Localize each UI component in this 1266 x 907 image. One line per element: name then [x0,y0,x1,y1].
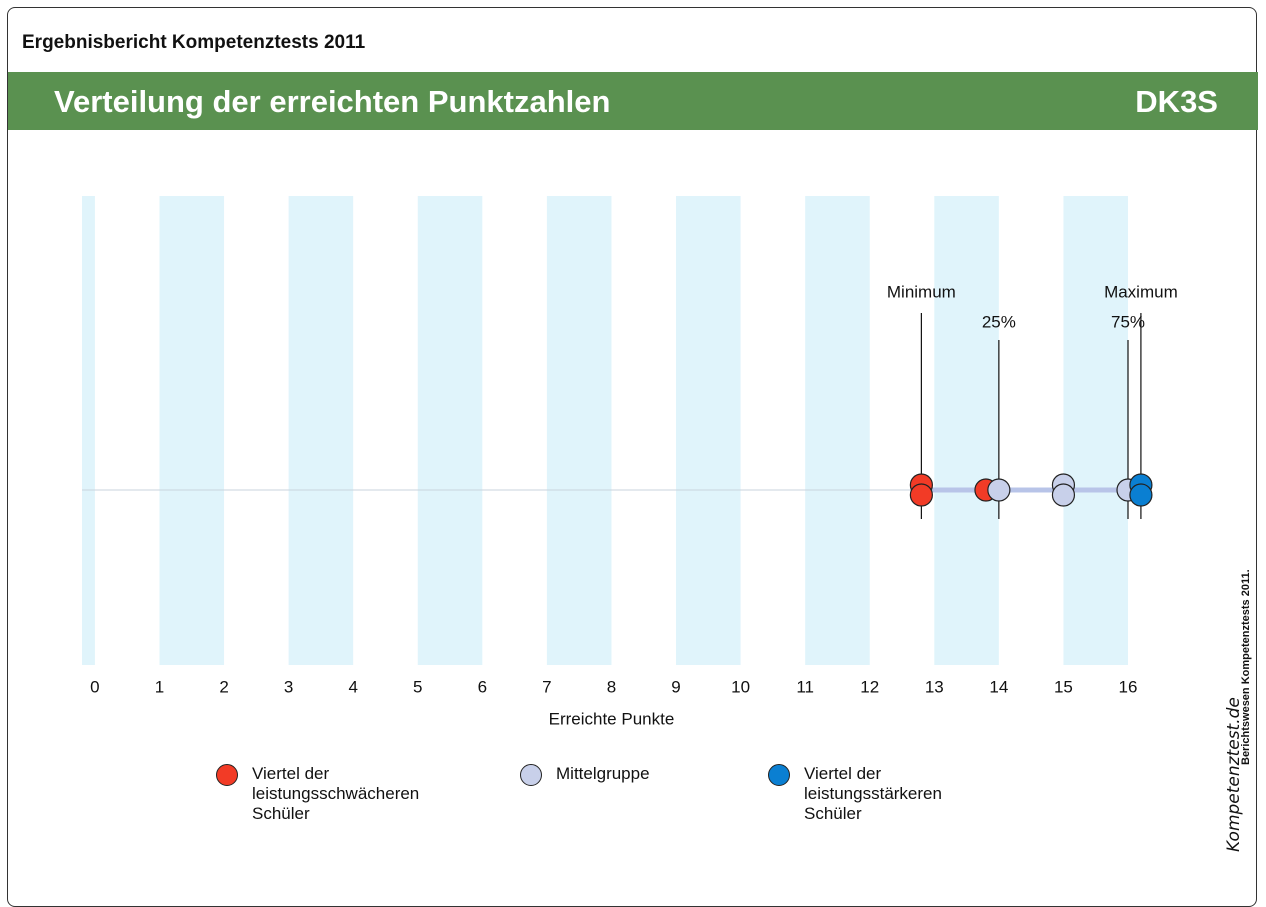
x-tick-label: 7 [542,677,551,696]
point [909,483,933,507]
stripe [82,196,95,665]
x-tick-label: 9 [671,677,680,696]
legend-item: Mittelgruppe [520,764,746,786]
stripe [934,196,999,665]
x-tick-label: 2 [219,677,228,696]
x-tick-label: 10 [731,677,750,696]
x-tick-label: 3 [284,677,293,696]
stripe [676,196,741,665]
stripe [159,196,225,665]
x-tick-label: 15 [1054,677,1073,696]
annotation-label: 75% [1111,312,1145,331]
x-tick-label: 8 [607,677,616,696]
point [1129,483,1153,507]
x-tick-label: 16 [1119,677,1138,696]
stripe [805,196,870,665]
legend-item: Viertel der leistungsstärkeren Schüler [768,764,994,824]
stripe [546,196,612,665]
legend-swatch [520,764,542,786]
title-bar: Verteilung der erreichten Punktzahlen DK… [8,72,1258,130]
x-tick-label: 1 [155,677,164,696]
x-tick-label: 14 [989,677,1008,696]
x-tick-label: 5 [413,677,422,696]
stripe [417,196,483,665]
annotation-label: Maximum [1104,282,1178,301]
x-tick-label: 4 [348,677,357,696]
legend-swatch [216,764,238,786]
legend-item: Viertel der leistungsschwächeren Schüler [216,764,442,824]
x-tick-label: 0 [90,677,99,696]
page: Ergebnisbericht Kompetenztests 2011 Vert… [7,7,1258,907]
x-tick-label: 11 [796,677,814,696]
x-tick-label: 6 [478,677,487,696]
report-title: Ergebnisbericht Kompetenztests 2011 [22,32,366,53]
point [987,478,1011,502]
legend-label: Viertel der leistungsstärkeren Schüler [804,764,942,823]
x-tick-label: 13 [925,677,944,696]
annotation-label: Minimum [887,282,956,301]
x-tick-label: 12 [860,677,879,696]
annotation-label: 25% [982,312,1016,331]
page-title: Verteilung der erreichten Punktzahlen [54,84,611,119]
legend-swatch [768,764,790,786]
x-axis-label: Erreichte Punkte [549,709,675,728]
stripe [288,196,354,665]
test-code: DK3S [1135,84,1218,119]
stripe [1063,196,1128,665]
point [1051,483,1076,507]
logo: Kompetenztest.de [1224,697,1244,852]
legend-label: Mittelgruppe [556,764,650,783]
legend-label: Viertel der leistungsschwächeren Schüler [252,764,420,823]
